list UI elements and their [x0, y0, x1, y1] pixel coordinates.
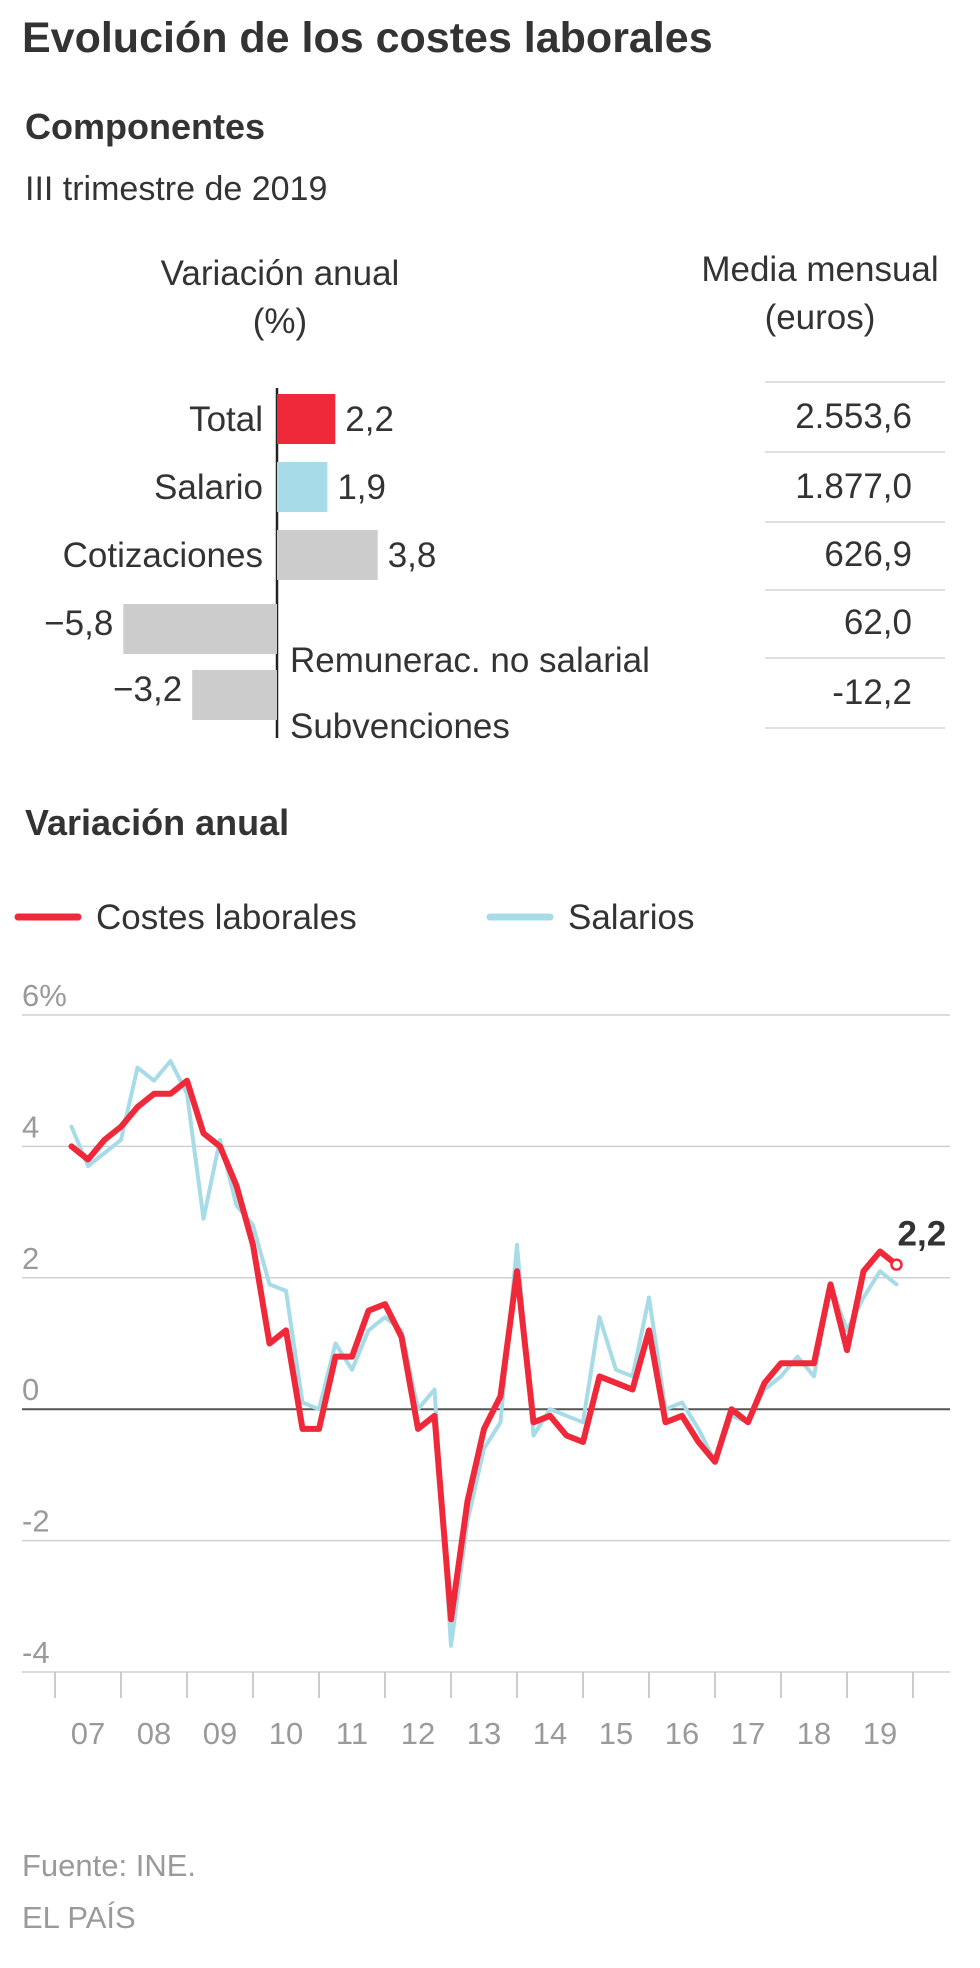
y-tick-label: 0 — [22, 1372, 39, 1407]
variation-header-line-2: (%) — [252, 302, 308, 341]
x-tick-label: 08 — [137, 1716, 171, 1751]
bar-category-label: Total — [189, 400, 263, 439]
table-value: -12,2 — [832, 673, 912, 712]
components-subtitle: III trimestre de 2019 — [25, 170, 328, 208]
bar-2 — [277, 530, 378, 580]
bar-0 — [277, 394, 336, 444]
components-bar-chart: Total 2,2 Salario 1,9 Cotizaciones 3,8 −5,8 Rem… — [44, 381, 945, 740]
source-note: Fuente: INE. — [22, 1848, 197, 1883]
table-value: 626,9 — [824, 535, 912, 574]
brand-credit: EL PAÍS — [22, 1900, 136, 1935]
x-tick-label: 14 — [533, 1716, 567, 1751]
x-tick-label: 09 — [203, 1716, 237, 1751]
x-tick-label: 13 — [467, 1716, 501, 1751]
x-tick-label: 11 — [336, 1716, 368, 1751]
costes-laborales-line — [68, 1077, 900, 1623]
x-tick-label: 17 — [731, 1716, 765, 1751]
variation-column-header: Variación anual (%) — [130, 250, 430, 346]
media-header-line-2: (euros) — [764, 298, 876, 337]
x-tick-label: 19 — [863, 1716, 897, 1751]
bar-category-label: Cotizaciones — [63, 536, 263, 575]
salarios-line — [69, 1059, 899, 1648]
bar-value-label: 3,8 — [388, 536, 437, 575]
x-tick-label: 16 — [665, 1716, 699, 1751]
bar-4 — [192, 670, 277, 720]
table-value: 2.553,6 — [795, 397, 912, 436]
bar-value-label: −5,8 — [44, 604, 113, 643]
y-tick-label: -2 — [22, 1504, 50, 1539]
media-header-line-1: Media mensual — [701, 250, 939, 289]
x-tick-label: 15 — [599, 1716, 633, 1751]
y-tick-label: 2 — [22, 1241, 39, 1276]
x-tick-label: 12 — [401, 1716, 435, 1751]
bar-value-label: −3,2 — [113, 670, 182, 709]
variation-line-chart: Costes laborales Salarios 6% 4 2 0 -2 -4 07 08 09 1… — [14, 898, 950, 1751]
media-column-header: Media mensual (euros) — [670, 246, 970, 342]
y-tick-label: 4 — [22, 1109, 39, 1144]
legend-label: Costes laborales — [96, 898, 357, 937]
bar-category-label: Remunerac. no salarial — [290, 641, 650, 680]
variation-title: Variación anual — [25, 802, 290, 843]
bar-value-label: 1,9 — [337, 468, 386, 507]
y-tick-label: 6% — [22, 978, 67, 1013]
table-value: 1.877,0 — [795, 467, 912, 506]
end-point-marker — [890, 1258, 903, 1271]
x-tick-label: 07 — [71, 1716, 105, 1751]
components-title: Componentes — [25, 106, 266, 147]
table-value: 62,0 — [844, 603, 912, 642]
bar-category-label: Salario — [154, 468, 263, 507]
bar-3 — [123, 604, 277, 654]
page-title: Evolución de los costes laborales — [22, 14, 713, 62]
bar-value-label: 2,2 — [345, 400, 394, 439]
x-tick-label: 18 — [797, 1716, 831, 1751]
x-tick-label: 10 — [269, 1716, 303, 1751]
bar-category-label: Subvenciones — [290, 707, 510, 740]
variation-header-line-1: Variación anual — [160, 254, 400, 293]
bar-1 — [277, 462, 328, 512]
end-value-label: 2,2 — [898, 1215, 947, 1254]
y-tick-label: -4 — [22, 1635, 50, 1670]
legend-label: Salarios — [568, 898, 694, 937]
